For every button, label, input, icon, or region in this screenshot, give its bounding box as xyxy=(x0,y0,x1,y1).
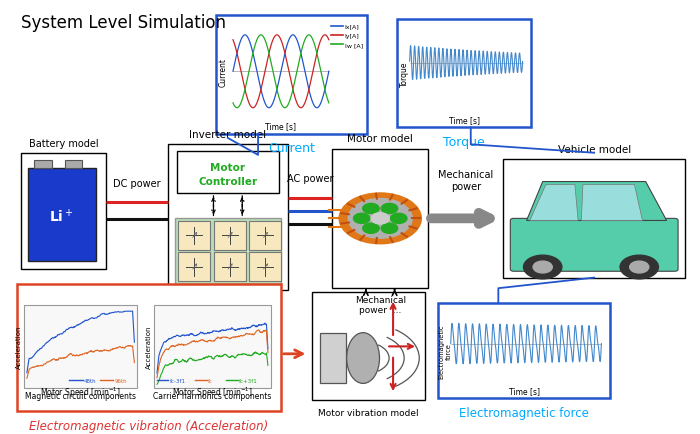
FancyBboxPatch shape xyxy=(320,333,346,384)
Circle shape xyxy=(363,224,379,234)
Text: Current: Current xyxy=(268,142,314,155)
FancyBboxPatch shape xyxy=(249,221,281,250)
Circle shape xyxy=(363,204,379,214)
FancyBboxPatch shape xyxy=(18,284,281,411)
Ellipse shape xyxy=(346,333,379,384)
Text: Torque: Torque xyxy=(400,62,409,87)
Text: Torque: Torque xyxy=(443,136,485,148)
Text: Electromagnetic vibration (Acceleration): Electromagnetic vibration (Acceleration) xyxy=(29,418,269,431)
Text: fc-3f1: fc-3f1 xyxy=(169,378,186,383)
Text: Carrier harmonics components: Carrier harmonics components xyxy=(153,391,272,400)
FancyBboxPatch shape xyxy=(178,253,210,282)
Circle shape xyxy=(391,214,407,224)
Text: Controller: Controller xyxy=(198,177,258,187)
FancyBboxPatch shape xyxy=(65,161,83,168)
Text: Vehicle model: Vehicle model xyxy=(558,145,631,155)
Text: Electromagnetic
force: Electromagnetic force xyxy=(439,324,452,378)
Text: Electromagnetic force: Electromagnetic force xyxy=(459,406,589,419)
Text: Mechanical
power  ...: Mechanical power ... xyxy=(355,295,406,315)
FancyBboxPatch shape xyxy=(34,161,52,168)
FancyBboxPatch shape xyxy=(216,16,367,135)
Text: Time [s]: Time [s] xyxy=(508,386,540,395)
Text: Iw [A]: Iw [A] xyxy=(344,43,363,48)
Text: Inverter model: Inverter model xyxy=(189,130,267,140)
Polygon shape xyxy=(530,185,578,221)
Circle shape xyxy=(382,204,398,214)
Text: Mechanical
power: Mechanical power xyxy=(438,170,493,191)
FancyBboxPatch shape xyxy=(398,20,531,128)
Text: Ix[A]: Ix[A] xyxy=(344,24,359,29)
FancyBboxPatch shape xyxy=(438,303,610,398)
Text: Magnetic circuit components: Magnetic circuit components xyxy=(25,391,136,400)
Text: AC power: AC power xyxy=(287,174,333,184)
FancyBboxPatch shape xyxy=(214,221,246,250)
Circle shape xyxy=(630,262,649,273)
FancyBboxPatch shape xyxy=(332,149,428,289)
Circle shape xyxy=(354,214,370,224)
Text: fc+3f1: fc+3f1 xyxy=(239,378,258,383)
Polygon shape xyxy=(581,185,643,221)
FancyBboxPatch shape xyxy=(175,219,281,284)
FancyBboxPatch shape xyxy=(214,253,246,282)
Circle shape xyxy=(339,194,421,244)
Text: Motor vibration model: Motor vibration model xyxy=(318,408,419,417)
FancyBboxPatch shape xyxy=(312,293,425,401)
Polygon shape xyxy=(526,182,666,221)
Text: Motor Speed [min$^{-1}$]: Motor Speed [min$^{-1}$] xyxy=(41,385,121,399)
FancyBboxPatch shape xyxy=(21,153,106,270)
Circle shape xyxy=(382,224,398,234)
Text: Iy[A]: Iy[A] xyxy=(344,33,359,39)
Text: Acceleration: Acceleration xyxy=(146,325,152,368)
Circle shape xyxy=(524,256,562,279)
Text: Battery model: Battery model xyxy=(29,138,98,148)
Circle shape xyxy=(620,256,659,279)
FancyBboxPatch shape xyxy=(168,145,288,291)
Text: Acceleration: Acceleration xyxy=(15,325,22,368)
Text: DC power: DC power xyxy=(113,178,161,188)
FancyBboxPatch shape xyxy=(503,160,685,278)
Circle shape xyxy=(371,213,389,224)
Text: Motor Speed [min$^{-1}$]: Motor Speed [min$^{-1}$] xyxy=(172,385,253,399)
Text: Motor model: Motor model xyxy=(347,134,413,144)
Text: 48th: 48th xyxy=(84,378,97,383)
Text: Time [s]: Time [s] xyxy=(449,116,480,125)
FancyBboxPatch shape xyxy=(154,306,271,388)
FancyBboxPatch shape xyxy=(27,168,96,261)
Text: Current: Current xyxy=(218,58,228,86)
Text: System Level Simulation: System Level Simulation xyxy=(21,14,225,32)
Text: fc: fc xyxy=(208,378,213,383)
Text: 96th: 96th xyxy=(115,378,127,383)
FancyBboxPatch shape xyxy=(177,151,279,194)
Text: Li$^+$: Li$^+$ xyxy=(50,208,74,225)
Circle shape xyxy=(533,262,552,273)
FancyBboxPatch shape xyxy=(178,221,210,250)
Circle shape xyxy=(348,199,412,239)
FancyBboxPatch shape xyxy=(249,253,281,282)
FancyBboxPatch shape xyxy=(24,306,137,388)
Text: Motor: Motor xyxy=(211,162,246,172)
Text: Time [s]: Time [s] xyxy=(265,122,296,131)
FancyBboxPatch shape xyxy=(510,219,678,272)
